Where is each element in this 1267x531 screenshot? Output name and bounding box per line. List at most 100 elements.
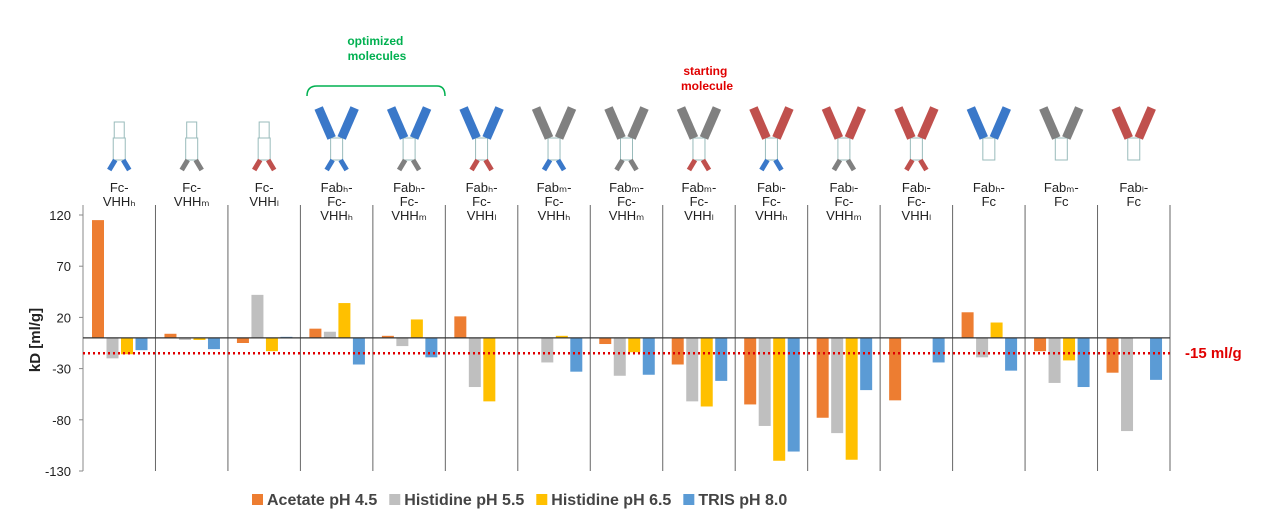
bracket xyxy=(306,85,446,97)
fab-arm xyxy=(894,106,916,140)
fc-domain xyxy=(692,137,706,161)
vhh xyxy=(686,158,698,172)
y-tick-label: 120 xyxy=(49,208,71,223)
legend-swatch xyxy=(536,494,548,505)
antibody-icon xyxy=(604,106,649,172)
vhh xyxy=(831,158,843,172)
bar xyxy=(135,337,148,351)
bar xyxy=(845,337,858,460)
bar xyxy=(164,333,177,338)
bar xyxy=(715,337,728,381)
fab-arm xyxy=(531,106,554,140)
y-tick-label: -30 xyxy=(52,362,71,377)
fab-arm xyxy=(917,106,939,140)
bar xyxy=(1005,337,1018,371)
legend-label: TRIS pH 8.0 xyxy=(698,492,787,509)
vhh xyxy=(773,158,784,172)
fc-domain xyxy=(909,137,923,161)
fab-arm xyxy=(337,106,359,140)
fc-domain xyxy=(764,137,778,161)
bar xyxy=(758,337,771,426)
fab-arm xyxy=(989,106,1011,140)
fc-domain xyxy=(547,137,561,161)
x-tick-label: Fabₗ-Fc-VHHₗ xyxy=(902,180,932,223)
bar xyxy=(454,316,467,338)
bar xyxy=(121,337,133,355)
vhh xyxy=(469,158,480,172)
bar xyxy=(613,337,626,376)
vhh xyxy=(193,158,204,172)
fab-arm xyxy=(844,106,867,140)
vhh xyxy=(555,158,567,172)
bar xyxy=(1106,337,1119,373)
fc-domain xyxy=(475,137,489,161)
reference-label: -15 ml/g xyxy=(1185,345,1242,362)
bar xyxy=(338,303,351,338)
vhh xyxy=(628,158,639,172)
fab-arm xyxy=(1062,106,1084,140)
fc-domain xyxy=(620,137,633,161)
vhh xyxy=(918,158,929,172)
bar xyxy=(686,337,699,402)
bar xyxy=(628,337,641,353)
fab-arm xyxy=(772,106,794,140)
bar xyxy=(1077,337,1090,388)
bar xyxy=(178,337,191,340)
bar xyxy=(1121,337,1134,432)
vhh xyxy=(107,158,118,172)
antibody-icon xyxy=(386,106,432,172)
vhh xyxy=(483,158,494,172)
x-tick-label: Fabₘ-Fc xyxy=(1044,180,1079,209)
antibody-icon xyxy=(179,121,204,172)
fab-arm xyxy=(966,106,988,140)
antibody-icon xyxy=(966,106,1011,161)
antibody-icon xyxy=(1039,106,1084,161)
legend-swatch xyxy=(252,494,263,505)
fc-domain xyxy=(837,137,851,161)
vhh xyxy=(179,158,190,172)
fc-domain xyxy=(112,137,126,161)
antibody-icon xyxy=(894,106,939,172)
x-tick-label: Fc-VHHₗ xyxy=(249,180,279,209)
x-tick-label: Fabₘ-Fc-VHHₕ xyxy=(537,180,572,223)
bar xyxy=(381,335,394,338)
fab-arm xyxy=(749,106,771,140)
bar xyxy=(599,337,612,345)
bar xyxy=(773,337,786,461)
x-tick-label: Fabₗ-Fc-VHHₕ xyxy=(755,180,788,223)
bar xyxy=(932,337,945,363)
antibody-icon xyxy=(252,121,277,172)
bar xyxy=(700,337,713,407)
fab-arm xyxy=(459,106,481,140)
fab-arm xyxy=(314,106,336,140)
hinge xyxy=(186,121,198,139)
fab-arm xyxy=(1111,106,1133,140)
bar xyxy=(396,337,409,347)
vhh xyxy=(759,158,770,172)
bar xyxy=(831,337,844,434)
fab-arm xyxy=(821,106,844,140)
bar xyxy=(265,337,278,352)
x-tick-label: Fabₕ-Fc xyxy=(973,180,1005,209)
vhh xyxy=(338,158,349,172)
x-tick-label: Fabₗ-Fc xyxy=(1119,180,1148,209)
fab-arm xyxy=(627,106,649,140)
x-tick-label: Fabₕ-Fc-VHHₘ xyxy=(391,180,427,223)
vhh xyxy=(252,158,263,172)
bar xyxy=(309,328,322,338)
x-tick-label: Fabₗ-Fc-VHHₘ xyxy=(826,180,862,223)
antibody-icon xyxy=(749,106,794,172)
y-tick-label: -80 xyxy=(52,413,71,428)
bar xyxy=(787,337,800,452)
fab-arm xyxy=(386,106,409,140)
annotation: optimized molecules xyxy=(347,34,406,63)
x-tick-label: Fc-VHHₘ xyxy=(174,180,210,209)
vhh xyxy=(541,158,553,172)
bar xyxy=(410,319,423,338)
bar xyxy=(570,337,583,372)
y-tick-label: -130 xyxy=(45,464,71,479)
bar xyxy=(425,337,438,358)
antibody-icon xyxy=(314,106,359,172)
